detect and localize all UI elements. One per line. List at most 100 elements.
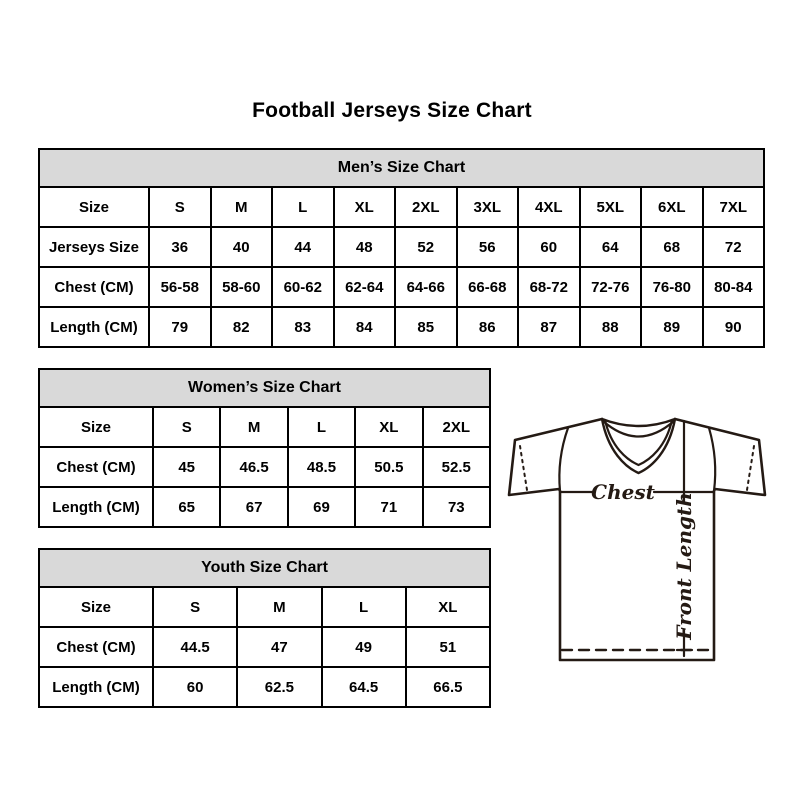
cell: XL [354, 406, 424, 448]
collar-v-outer [600, 417, 677, 475]
cell: 84 [332, 306, 396, 348]
cell: 46.5 [219, 446, 289, 488]
cell: 5XL [578, 186, 642, 228]
armhole-seam-right [707, 426, 717, 493]
cell: 48 [332, 226, 396, 268]
cell: 79 [148, 306, 212, 348]
page-title: Football Jerseys Size Chart [252, 99, 532, 122]
sleeve-stitch-right [746, 445, 755, 491]
cell: 69 [286, 486, 357, 528]
mens-table-title: Men’s Size Chart [38, 148, 765, 188]
cell: 2XL [421, 406, 492, 448]
youth-table-title: Youth Size Chart [38, 548, 491, 588]
row-label: Chest (CM) [38, 266, 150, 308]
cell: 90 [701, 306, 765, 348]
cell: 52.5 [421, 446, 492, 488]
row-label: Size [38, 186, 150, 228]
cell: 73 [421, 486, 492, 528]
cell: 65 [151, 486, 222, 528]
cell: 80-84 [701, 266, 765, 308]
cell: 88 [578, 306, 642, 348]
cell: 36 [148, 226, 212, 268]
cell: 6XL [640, 186, 704, 228]
row-label: Chest (CM) [38, 446, 154, 488]
row-label: Length (CM) [38, 306, 150, 348]
row-label: Length (CM) [38, 486, 154, 528]
cell: 89 [640, 306, 704, 348]
front-length-label: Front Length [672, 492, 696, 641]
cell: L [271, 186, 335, 228]
cell: S [151, 406, 222, 448]
table-row: Jerseys Size 36 40 44 48 52 56 60 64 68 … [38, 226, 765, 268]
table-row: Size S M L XL [38, 586, 492, 628]
table-header-row: Youth Size Chart [38, 548, 491, 588]
cell: M [209, 186, 273, 228]
cell: 58-60 [209, 266, 273, 308]
womens-table-title: Women’s Size Chart [38, 368, 491, 408]
cell: S [151, 586, 239, 628]
jersey-outline [507, 417, 767, 662]
cell: 64.5 [320, 666, 407, 708]
collar-band-line [601, 419, 676, 438]
cell: 7XL [701, 186, 765, 228]
cell: 76-80 [640, 266, 704, 308]
cell: 56-58 [148, 266, 212, 308]
cell: 60 [517, 226, 581, 268]
cell: 62.5 [236, 666, 323, 708]
cell: 51 [404, 626, 492, 668]
cell: 60 [151, 666, 239, 708]
cell: 82 [209, 306, 273, 348]
cell: 47 [236, 626, 323, 668]
cell: 45 [151, 446, 222, 488]
cell: M [236, 586, 323, 628]
cell: L [286, 406, 357, 448]
cell: 66-68 [455, 266, 519, 308]
table-row: Length (CM) 65 67 69 71 73 [38, 486, 492, 528]
cell: 66.5 [404, 666, 492, 708]
row-label: Jerseys Size [38, 226, 150, 268]
cell: XL [332, 186, 396, 228]
cell: 4XL [517, 186, 581, 228]
table-row: Size S M L XL 2XL 3XL 4XL 5XL 6XL 7XL [38, 186, 765, 228]
youth-size-table: Youth Size Chart Size S M L XL Chest (CM… [38, 548, 492, 708]
cell: M [219, 406, 289, 448]
cell: 48.5 [286, 446, 357, 488]
cell: 40 [209, 226, 273, 268]
table-row: Chest (CM) 56-58 58-60 60-62 62-64 64-66… [38, 266, 765, 308]
cell: 49 [320, 626, 407, 668]
womens-size-table: Women’s Size Chart Size S M L XL 2XL Che… [38, 368, 492, 528]
armhole-seam-left [558, 426, 570, 493]
cell: 68 [640, 226, 704, 268]
collar-v-inner [603, 418, 674, 467]
cell: 67 [219, 486, 289, 528]
table-row: Chest (CM) 45 46.5 48.5 50.5 52.5 [38, 446, 492, 488]
cell: 2XL [394, 186, 458, 228]
cell: 87 [517, 306, 581, 348]
cell: 50.5 [354, 446, 424, 488]
table-header-row: Women’s Size Chart [38, 368, 491, 408]
cell: 72 [701, 226, 765, 268]
table-row: Size S M L XL 2XL [38, 406, 492, 448]
cell: 83 [271, 306, 335, 348]
cell: 56 [455, 226, 519, 268]
row-label: Size [38, 586, 154, 628]
cell: 3XL [455, 186, 519, 228]
cell: 68-72 [517, 266, 581, 308]
cell: 72-76 [578, 266, 642, 308]
cell: 62-64 [332, 266, 396, 308]
chest-label: Chest [591, 480, 655, 504]
cell: 52 [394, 226, 458, 268]
table-header-row: Men’s Size Chart [38, 148, 765, 188]
jersey-measurement-diagram: Chest Front Length [505, 403, 770, 693]
table-row: Length (CM) 79 82 83 84 85 86 87 88 89 9… [38, 306, 765, 348]
row-label: Chest (CM) [38, 626, 154, 668]
collar-top-edge [600, 417, 677, 428]
cell: 64-66 [394, 266, 458, 308]
sleeve-stitch-left [519, 445, 528, 491]
cell: 44 [271, 226, 335, 268]
cell: 64 [578, 226, 642, 268]
cell: XL [404, 586, 492, 628]
row-label: Size [38, 406, 154, 448]
cell: 85 [394, 306, 458, 348]
